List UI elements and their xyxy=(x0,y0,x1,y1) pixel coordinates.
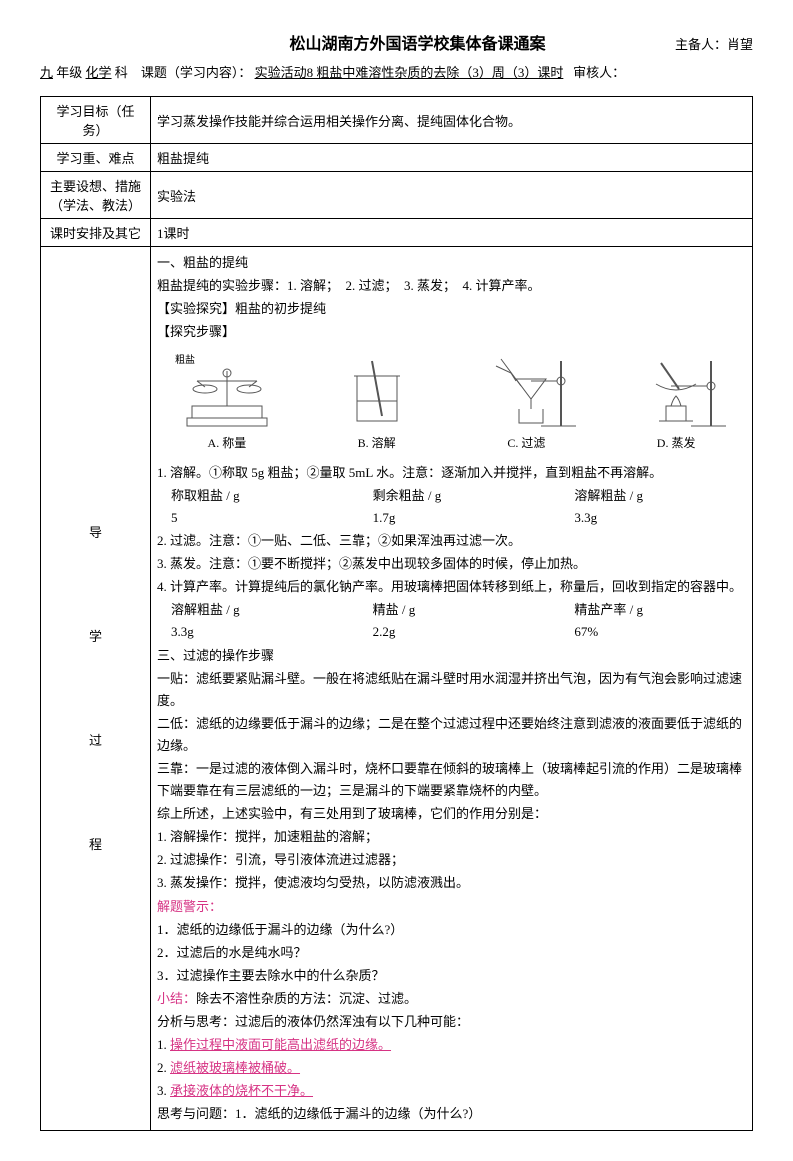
fig-a-weigh: 粗盐 A. 称量 xyxy=(157,351,297,453)
filter-icon xyxy=(471,351,581,431)
figures-row: 粗盐 A. 称量 xyxy=(157,351,746,453)
fig-d-label: D. 蒸发 xyxy=(606,433,746,453)
inquiry-steps: 【探究步骤】 xyxy=(157,321,746,343)
step1: 1. 溶解。①称取 5g 粗盐；②量取 5mL 水。注意：逐渐加入并搅拌，直到粗… xyxy=(157,462,746,484)
step3: 3. 蒸发。注意：①要不断搅拌；②蒸发中出现较多固体的时候，停止加热。 xyxy=(157,553,746,575)
h-section3: 三、过滤的操作步骤 xyxy=(157,645,746,667)
data-row2-headers: 溶解粗盐 / g 精盐 / g 精盐产率 / g xyxy=(157,599,746,621)
lesson-table: 学习目标（任务） 学习蒸发操作技能并综合运用相关操作分离、提纯固体化合物。 学习… xyxy=(40,96,753,1131)
balance-icon: 粗盐 xyxy=(167,351,287,431)
row-schedule: 课时安排及其它 1课时 xyxy=(41,219,753,247)
beaker-stir-icon xyxy=(327,351,427,431)
row-goal: 学习目标（任务） 学习蒸发操作技能并综合运用相关操作分离、提纯固体化合物。 xyxy=(41,97,753,144)
rod3: 3. 蒸发操作：搅拌，使滤液均匀受热，以防滤液溅出。 xyxy=(157,872,746,894)
method-val: 实验法 xyxy=(151,172,753,219)
q2: 2．过滤后的水是纯水吗？ xyxy=(157,942,746,964)
keypoint-label: 学习重、难点 xyxy=(41,144,151,172)
reason1: 1. 操作过程中液面可能高出滤纸的边缘。 xyxy=(157,1034,746,1056)
fig-b-dissolve: B. 溶解 xyxy=(307,351,447,453)
xiaojie: 小结：除去不溶性杂质的方法：沉淀、过滤。 xyxy=(157,988,746,1010)
topic-label: 课题（学习内容）： xyxy=(141,65,252,80)
meta-row: 九 年级 化学 科 课题（学习内容）： 实验活动8 粗盐中难溶性杂质的去除（3）… xyxy=(40,62,753,81)
yitie: 一贴：滤纸要紧贴漏斗壁。一般在将滤纸贴在漏斗壁时用水润湿并挤出气泡，因为有气泡会… xyxy=(157,668,746,712)
sankao: 三靠：一是过滤的液体倒入漏斗时，烧杯口要靠在倾斜的玻璃棒上（玻璃棒起引流的作用）… xyxy=(157,758,746,802)
reason2: 2. 滤纸被玻璃棒被桶破。 xyxy=(157,1057,746,1079)
topic: 实验活动8 粗盐中难溶性杂质的去除（3）周（3）课时 xyxy=(255,65,564,80)
host: 主备人：肖望 xyxy=(675,34,753,53)
q1: 1．滤纸的边缘低于漏斗的边缘（为什么?） xyxy=(157,919,746,941)
svg-text:粗盐: 粗盐 xyxy=(175,353,195,366)
warning-title: 解题警示： xyxy=(157,896,746,918)
goal-label: 学习目标（任务） xyxy=(41,97,151,144)
summary-intro: 综上所述，上述实验中，有三处用到了玻璃棒，它们的作用分别是： xyxy=(157,803,746,825)
erdi: 二低：滤纸的边缘要低于漏斗的边缘；二是在整个过滤过程中还要始终注意到滤液的液面要… xyxy=(157,713,746,757)
reviewer-label: 审核人： xyxy=(573,65,625,80)
steps: 粗盐提纯的实验步骤：1. 溶解； 2. 过滤； 3. 蒸发； 4. 计算产率。 xyxy=(157,275,746,297)
rod2: 2. 过滤操作：引流，导引液体流进过滤器； xyxy=(157,849,746,871)
data-row1-headers: 称取粗盐 / g 剩余粗盐 / g 溶解粗盐 / g xyxy=(157,485,746,507)
subject: 化学 xyxy=(86,65,112,80)
reason3: 3. 承接液体的烧杯不干净。 xyxy=(157,1080,746,1102)
content-cell: 一、粗盐的提纯 粗盐提纯的实验步骤：1. 溶解； 2. 过滤； 3. 蒸发； 4… xyxy=(151,247,753,1131)
header: 松山湖南方外国语学校集体备课通案 主备人：肖望 xyxy=(40,30,753,54)
host-label: 主备人： xyxy=(675,37,727,52)
goal-val: 学习蒸发操作技能并综合运用相关操作分离、提纯固体化合物。 xyxy=(151,97,753,144)
exp-inquiry: 【实验探究】粗盐的初步提纯 xyxy=(157,298,746,320)
data-row1-values: 5 1.7g 3.3g xyxy=(157,507,746,529)
keypoint-val: 粗盐提纯 xyxy=(151,144,753,172)
sidebar: 导 学 过 程 xyxy=(41,247,151,1131)
evaporate-icon xyxy=(621,351,731,431)
grade: 九 xyxy=(40,65,53,80)
fig-b-label: B. 溶解 xyxy=(307,433,447,453)
fig-c-label: C. 过滤 xyxy=(457,433,597,453)
row-content: 导 学 过 程 一、粗盐的提纯 粗盐提纯的实验步骤：1. 溶解； 2. 过滤； … xyxy=(41,247,753,1131)
data-row2-values: 3.3g 2.2g 67% xyxy=(157,621,746,643)
host-name: 肖望 xyxy=(727,37,753,52)
fig-d-evaporate: D. 蒸发 xyxy=(606,351,746,453)
row-method: 主要设想、措施 （学法、教法） 实验法 xyxy=(41,172,753,219)
think-q: 思考与问题：1．滤纸的边缘低于漏斗的边缘（为什么?） xyxy=(157,1103,746,1125)
rod1: 1. 溶解操作：搅拌，加速粗盐的溶解； xyxy=(157,826,746,848)
q3: 3．过滤操作主要去除水中的什么杂质？ xyxy=(157,965,746,987)
analysis: 分析与思考：过滤后的液体仍然浑浊有以下几种可能： xyxy=(157,1011,746,1033)
fig-a-label: A. 称量 xyxy=(157,433,297,453)
step2: 2. 过滤。注意：①一贴、二低、三靠；②如果浑浊再过滤一次。 xyxy=(157,530,746,552)
fig-c-filter: C. 过滤 xyxy=(457,351,597,453)
method-label: 主要设想、措施 （学法、教法） xyxy=(41,172,151,219)
schedule-val: 1课时 xyxy=(151,219,753,247)
page-title: 松山湖南方外国语学校集体备课通案 xyxy=(160,30,675,54)
step4: 4. 计算产率。计算提纯后的氯化钠产率。用玻璃棒把固体转移到纸上，称量后，回收到… xyxy=(157,576,746,598)
h-section1: 一、粗盐的提纯 xyxy=(157,252,746,274)
schedule-label: 课时安排及其它 xyxy=(41,219,151,247)
row-keypoint: 学习重、难点 粗盐提纯 xyxy=(41,144,753,172)
